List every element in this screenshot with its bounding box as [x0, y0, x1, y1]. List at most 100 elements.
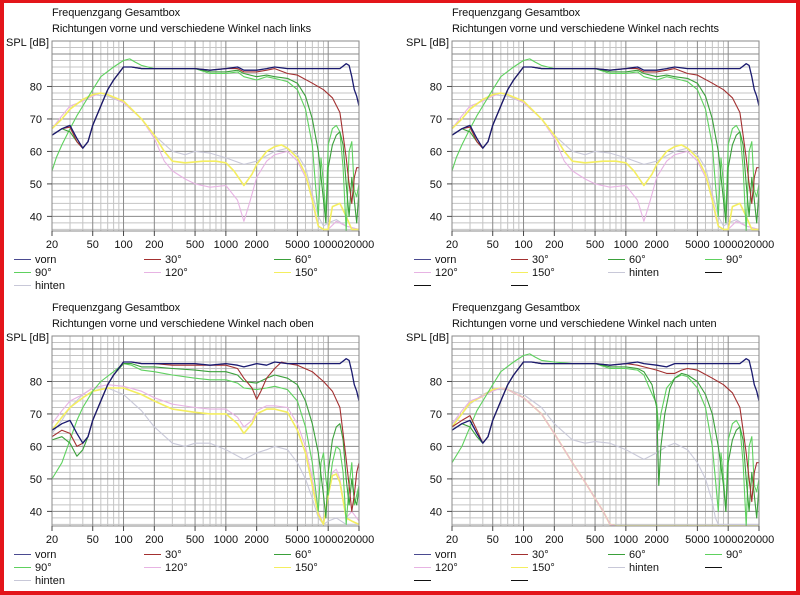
- x-tick-label: 20: [446, 534, 458, 546]
- legend-swatch: [511, 259, 528, 260]
- series-line-90deg: [52, 363, 359, 525]
- legend-label: 120°: [435, 562, 458, 574]
- legend-label: hinten: [35, 280, 65, 292]
- legend-swatch: [511, 567, 528, 568]
- x-tick-label: 500: [186, 534, 204, 546]
- legend-item: 30°: [511, 254, 549, 267]
- x-tick-label: 200: [545, 534, 563, 546]
- legend-label: vorn: [35, 549, 57, 561]
- x-tick-label: 2000: [244, 534, 268, 546]
- x-tick-label: 1000: [214, 534, 238, 546]
- legend-item: 150°: [274, 267, 318, 280]
- x-tick-label: 100: [514, 534, 532, 546]
- legend-item: 60°: [274, 254, 312, 267]
- legend-label: vorn: [435, 254, 457, 266]
- chart-subtitle: Richtungen vorne und verschiedene Winkel…: [52, 318, 314, 330]
- series-line-vorn: [452, 63, 759, 149]
- x-tick-label: 50: [87, 534, 99, 546]
- chart-title: Frequenzgang Gesamtbox: [52, 302, 181, 314]
- x-tick-label: 2000: [244, 239, 268, 251]
- legend-swatch: [511, 579, 528, 581]
- chart-title: Frequenzgang Gesamtbox: [52, 7, 181, 19]
- plot-area: 40 50 60 70 80 20 50 100 200 500 1000 2000 5000 10000…: [30, 335, 375, 546]
- y-tick-label: 40: [430, 211, 442, 223]
- legend-item: 150°: [511, 267, 555, 280]
- chart-panel-unten: Frequenzgang Gesamtbox Richtungen vorne u…: [400, 295, 800, 590]
- y-tick-label: 50: [430, 179, 442, 191]
- x-tick-label: 200: [145, 239, 163, 251]
- legend-item: 120°: [414, 267, 458, 280]
- y-tick-label: 40: [30, 211, 42, 223]
- x-tick-label: 500: [186, 239, 204, 251]
- x-tick-label: 100: [114, 239, 132, 251]
- y-tick-label: 50: [430, 474, 442, 486]
- legend-swatch: [274, 272, 291, 273]
- legend-label: 120°: [165, 562, 188, 574]
- legend-swatch: [414, 272, 431, 273]
- legend-item: vorn: [414, 549, 456, 562]
- chart-title: Frequenzgang Gesamtbox: [452, 7, 581, 19]
- x-tick-label: 100: [514, 239, 532, 251]
- legend-swatch: [144, 272, 161, 273]
- legend-label: 90°: [726, 254, 743, 266]
- legend-swatch: [414, 284, 431, 286]
- legend-label: vorn: [435, 549, 457, 561]
- plot-border: [51, 40, 360, 232]
- x-tick-label: 2000: [644, 239, 668, 251]
- legend-item: 150°: [511, 562, 555, 575]
- chart-subtitle: Richtungen vorne und verschiedene Winkel…: [52, 23, 312, 35]
- legend-item: 60°: [608, 254, 646, 267]
- x-tick-label: 1000: [614, 534, 638, 546]
- legend-label: 30°: [532, 254, 549, 266]
- x-tick-label: 20000: [344, 239, 375, 251]
- legend-swatch: [608, 567, 625, 568]
- legend-label: 150°: [295, 562, 318, 574]
- legend-label: 150°: [532, 267, 555, 279]
- y-tick-label: 70: [30, 114, 42, 126]
- legend-swatch: [414, 567, 431, 568]
- grid: [451, 335, 760, 526]
- legend-item: 90°: [705, 254, 743, 267]
- plot-border: [51, 335, 360, 527]
- y-tick-label: 80: [30, 376, 42, 388]
- legend-label: 120°: [435, 267, 458, 279]
- y-axis-label: SPL [dB]: [406, 332, 450, 344]
- legend-item: vorn: [414, 254, 456, 267]
- legend-swatch: [144, 259, 161, 260]
- legend-label: 120°: [165, 267, 188, 279]
- series-line-hinten: [52, 94, 359, 230]
- x-tick-label: 200: [545, 239, 563, 251]
- legend-swatch: [608, 554, 625, 555]
- legend-item: vorn: [14, 549, 56, 562]
- grid: [51, 40, 360, 231]
- y-axis-label: SPL [dB]: [6, 332, 50, 344]
- legend-label: 60°: [629, 549, 646, 561]
- legend-swatch: [144, 567, 161, 568]
- plot-background: [452, 41, 759, 231]
- x-tick-label: 20: [46, 534, 58, 546]
- y-tick-label: 80: [430, 81, 442, 93]
- legend-item: 150°: [274, 562, 318, 575]
- plot-border: [451, 40, 760, 232]
- legend-label: 30°: [165, 549, 182, 561]
- chart-panel-links: Frequenzgang Gesamtbox Richtungen vorne u…: [0, 0, 400, 295]
- series-line-90deg: [452, 353, 759, 526]
- legend-swatch: [14, 272, 31, 273]
- legend-swatch: [14, 567, 31, 568]
- y-tick-label: 40: [430, 506, 442, 518]
- y-tick-label: 40: [30, 506, 42, 518]
- y-tick-label: 60: [30, 441, 42, 453]
- y-tick-label: 60: [430, 441, 442, 453]
- legend-item-unlabeled: [414, 575, 435, 588]
- x-tick-label: 20000: [344, 534, 375, 546]
- legend-item: hinten: [608, 562, 659, 575]
- series-group: [452, 353, 759, 526]
- legend-swatch: [511, 272, 528, 273]
- legend-swatch: [14, 259, 31, 260]
- x-tick-label: 2000: [644, 534, 668, 546]
- chart-panel-oben: Frequenzgang Gesamtbox Richtungen vorne u…: [0, 295, 400, 590]
- x-tick-label: 20000: [744, 239, 775, 251]
- y-tick-label: 60: [30, 146, 42, 158]
- x-tick-label: 500: [586, 239, 604, 251]
- y-tick-label: 70: [430, 409, 442, 421]
